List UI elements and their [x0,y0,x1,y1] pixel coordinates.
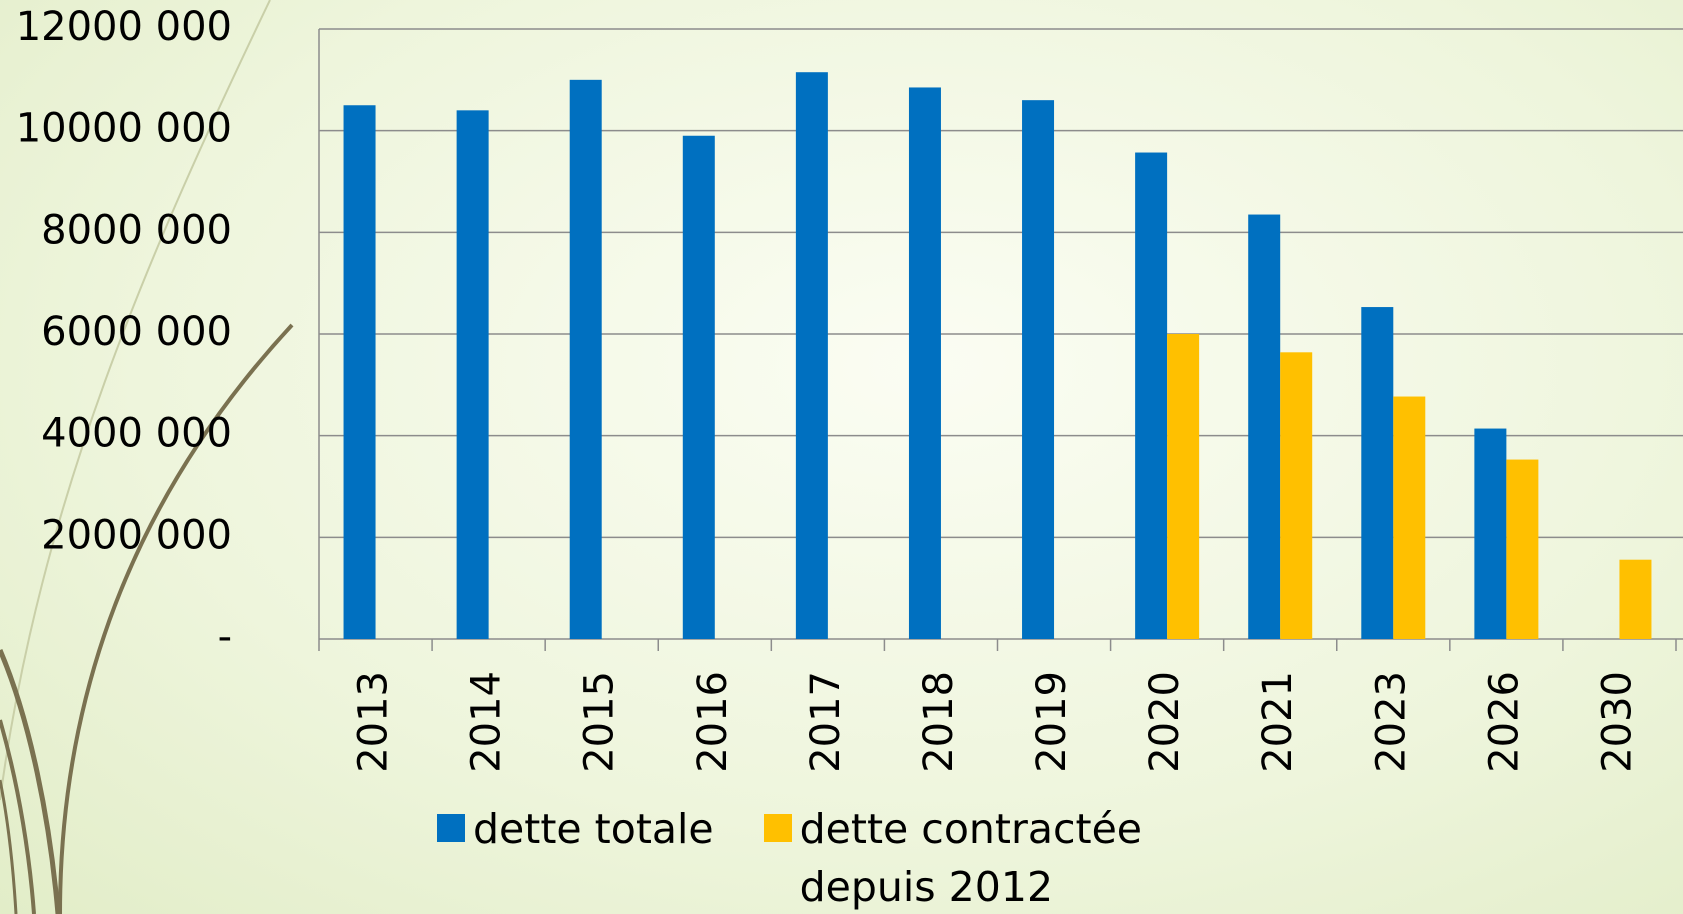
x-tick-label: 2019 [1029,671,1075,773]
legend-swatch [764,814,792,842]
y-tick-label: 8000 000 [41,207,232,253]
bar [909,87,941,639]
bar [1022,100,1054,639]
x-tick-label: 2030 [1594,671,1640,773]
legend-label: dette contractée depuis 2012 [800,800,1200,914]
legend: dette totale dette contractée depuis 2012 [437,800,1250,914]
bar [457,110,489,639]
bar [1506,460,1538,639]
legend-item: dette contractée depuis 2012 [764,800,1200,914]
x-tick-label: 2023 [1368,671,1414,773]
x-tick-label: 2021 [1255,671,1301,773]
bar [683,136,715,639]
x-tick-label: 2013 [351,671,397,773]
bar [1361,307,1393,639]
bar [796,72,828,639]
x-tick-label: 2017 [803,671,849,773]
x-tick-label: 2020 [1142,671,1188,773]
legend-swatch [437,814,465,842]
chart: - 2000 000 4000 000 6000 000 8000 000 10000 0… [0,0,1683,914]
y-tick-label: - [218,614,232,660]
x-tick-label: 2016 [690,671,736,773]
bar [570,80,602,639]
bar [1393,397,1425,639]
bar [1248,215,1280,639]
bar [1167,334,1199,639]
y-tick-label: 6000 000 [41,309,232,355]
bar [344,105,376,639]
x-tick-label: 2018 [916,671,962,773]
bar [1280,352,1312,639]
y-tick-label: 12000 000 [16,4,232,50]
x-tick-label: 2015 [577,671,623,773]
bar [1135,153,1167,639]
y-tick-label: 4000 000 [41,411,232,457]
legend-label: dette totale [473,800,714,858]
legend-item: dette totale [437,800,714,858]
x-tick-label: 2026 [1481,671,1527,773]
slide: - 2000 000 4000 000 6000 000 8000 000 10000 0… [0,0,1683,914]
bar [1619,560,1651,639]
x-tick-label: 2014 [464,671,510,773]
bar [1474,429,1506,639]
y-tick-label: 10000 000 [16,106,232,152]
y-tick-label: 2000 000 [41,512,232,558]
